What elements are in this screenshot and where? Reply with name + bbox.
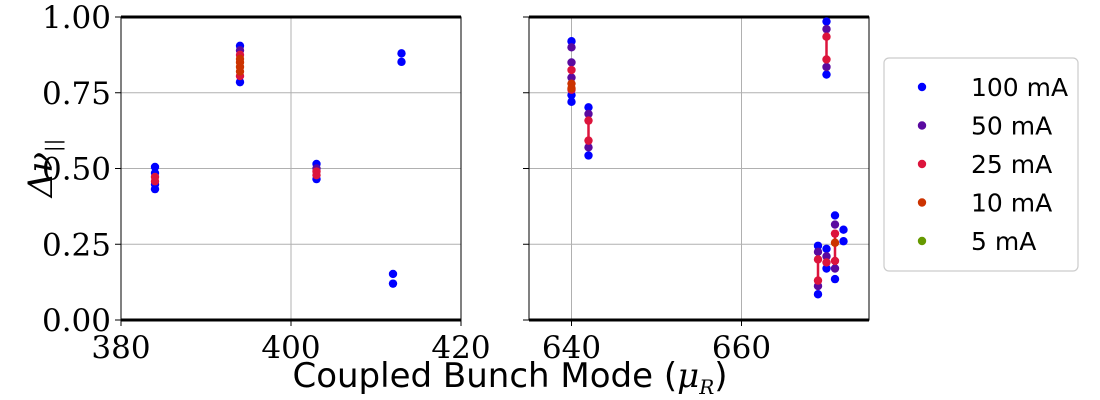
data-point <box>567 43 576 52</box>
y-tick-label: 0.25 <box>42 227 111 263</box>
legend: 100 mA 50 mA 25 mA 10 mA 5 mA <box>883 57 1079 272</box>
data-point <box>235 77 245 87</box>
y-axis-label: Δν|| <box>21 139 66 200</box>
legend-entries: 100 mA 50 mA 25 mA 10 mA 5 mA <box>917 73 1068 256</box>
data-point <box>830 256 840 266</box>
legend-marker <box>917 121 927 130</box>
data-point <box>312 167 321 176</box>
data-point <box>388 279 398 288</box>
data-point <box>567 58 576 67</box>
y-tick-label: 0.00 <box>42 303 111 339</box>
y-axis-label-symbol: Δν <box>21 152 61 199</box>
data-point <box>813 290 823 299</box>
x-axis-label-text: Coupled Bunch Mode ( <box>292 356 677 396</box>
data-point <box>822 24 831 34</box>
data-point <box>822 252 831 261</box>
data-point <box>397 49 406 58</box>
data-point <box>813 255 823 264</box>
data-point <box>822 17 831 26</box>
data-point <box>830 229 840 238</box>
data-point <box>830 220 840 229</box>
data-point <box>584 103 593 112</box>
legend-marker <box>917 159 927 169</box>
data-point <box>584 143 593 152</box>
legend-marker <box>917 82 927 92</box>
data-point <box>567 37 576 46</box>
x-tick-label: 400 <box>261 330 320 366</box>
data-point <box>830 274 840 284</box>
data-point <box>830 211 840 220</box>
data-point <box>813 241 823 250</box>
data-point <box>150 162 160 172</box>
data-point <box>813 247 823 257</box>
data-point <box>830 264 840 273</box>
legend-marker <box>917 198 927 207</box>
y-tick-label: 0.75 <box>42 76 111 112</box>
data-point <box>397 57 406 67</box>
data-point <box>584 116 593 125</box>
data-point <box>567 65 576 75</box>
plot-panels: 0.00 0.25 0.50 0.75 1.00 380 400 420 640 660 <box>42 0 870 366</box>
x-axis-label: Coupled Bunch Mode (μR) <box>292 356 727 399</box>
legend-label: 25 mA <box>971 150 1052 179</box>
data-point <box>839 225 848 234</box>
panel-2: 640 660 <box>523 15 870 366</box>
data-point <box>584 151 593 160</box>
data-point <box>567 97 576 107</box>
data-point <box>567 73 576 82</box>
data-point <box>822 62 831 72</box>
y-tick-label: 1.00 <box>42 0 111 36</box>
legend-label: 10 mA <box>971 189 1052 218</box>
data-point <box>813 276 823 285</box>
legend-label: 50 mA <box>971 112 1052 141</box>
legend-label: 5 mA <box>971 227 1036 256</box>
data-point <box>822 264 831 273</box>
x-tick-label: 380 <box>91 330 150 366</box>
legend-frame <box>883 57 1079 272</box>
data-point <box>822 258 831 267</box>
data-point <box>235 54 245 64</box>
data-point <box>584 136 593 145</box>
data-point <box>822 70 831 79</box>
data-point <box>567 84 576 93</box>
legend-label: 100 mA <box>971 73 1068 102</box>
y-tick-label: 0.50 <box>42 152 111 188</box>
y-axis-label-subscript: || <box>41 139 66 152</box>
data-point <box>150 172 160 182</box>
x-axis-label-symbol: μ <box>677 356 699 396</box>
data-point <box>388 269 398 279</box>
data-point <box>822 55 831 64</box>
x-tick-label: 660 <box>712 330 771 366</box>
legend-marker <box>917 236 927 246</box>
data-point <box>830 238 840 247</box>
x-axis-label-subscript: R <box>698 375 714 399</box>
x-tick-label: 640 <box>542 330 601 366</box>
data-point <box>839 237 848 246</box>
data-point <box>822 32 831 41</box>
x-axis-label-close: ) <box>714 356 727 396</box>
panel-1: 0.00 0.25 0.50 0.75 1.00 380 400 420 <box>42 0 491 366</box>
data-point <box>822 244 831 253</box>
data-point <box>584 109 593 119</box>
x-tick-label: 420 <box>431 330 490 366</box>
